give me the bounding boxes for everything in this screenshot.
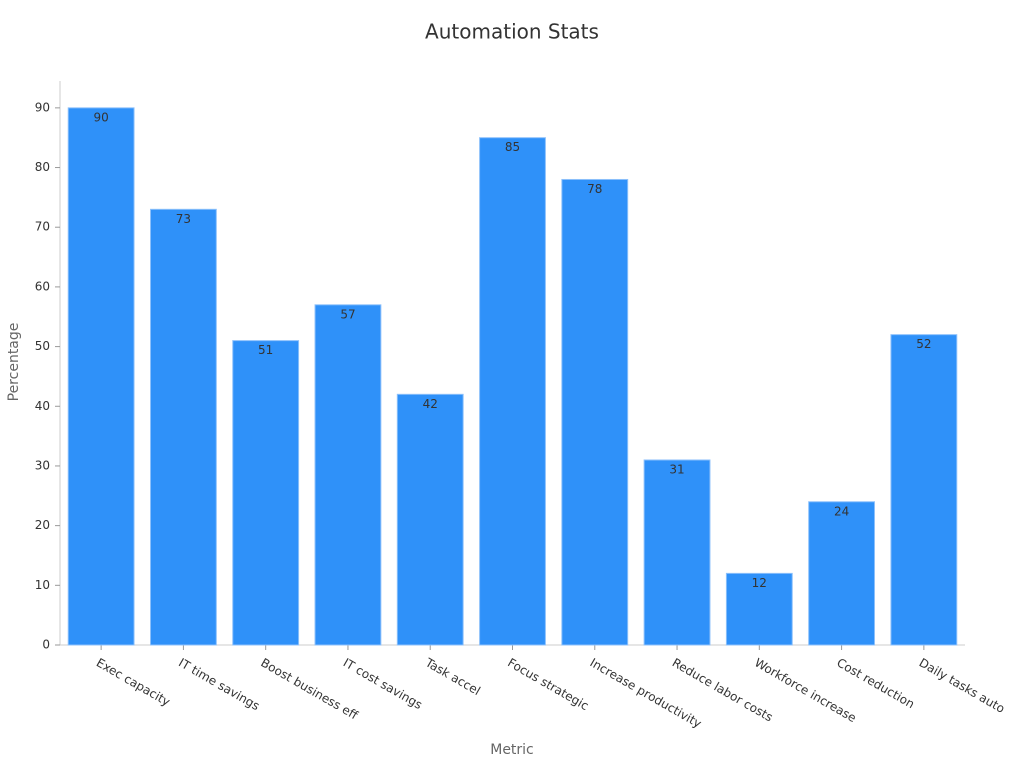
x-tick-label: IT time savings	[176, 656, 262, 714]
value-label: 52	[916, 337, 931, 351]
bar	[561, 178, 629, 646]
x-tick-label: Cost reduction	[834, 656, 917, 712]
y-tick-label: 50	[35, 339, 50, 353]
bar	[232, 340, 300, 646]
value-label: 51	[258, 343, 273, 357]
bar	[150, 208, 217, 646]
bar	[725, 572, 793, 646]
y-tick-label: 20	[35, 518, 50, 532]
y-tick-label: 10	[35, 578, 50, 592]
x-tick-label: Task accel	[422, 655, 483, 698]
y-tick-label: 90	[35, 100, 50, 114]
x-axis-title: Metric	[490, 742, 534, 758]
value-label: 24	[834, 504, 849, 518]
y-tick-label: 0	[42, 638, 50, 652]
bar	[808, 501, 876, 646]
y-tick-label: 30	[35, 458, 50, 472]
x-tick-label: Daily tasks auto	[917, 656, 1008, 716]
value-label: 90	[93, 110, 108, 124]
value-label: 12	[752, 576, 767, 590]
bar	[67, 107, 135, 646]
value-label: 57	[340, 307, 355, 321]
x-tick-label: IT cost savings	[341, 656, 425, 713]
bar	[314, 304, 382, 646]
y-tick-label: 40	[35, 399, 50, 413]
bar	[643, 459, 711, 646]
bar	[396, 393, 464, 646]
x-tick-label: Exec capacity	[94, 656, 173, 710]
value-label: 31	[669, 462, 684, 476]
y-tick-label: 60	[35, 279, 50, 293]
value-label: 42	[423, 397, 438, 411]
y-axis-title: Percentage	[6, 323, 22, 402]
y-tick-label: 70	[35, 220, 50, 234]
value-label: 78	[587, 182, 602, 196]
chart-title: Automation Stats	[425, 20, 599, 44]
y-tick-label: 80	[35, 160, 50, 174]
value-label: 73	[176, 212, 191, 226]
value-label: 85	[505, 140, 520, 154]
x-tick-label: Focus strategic	[505, 656, 591, 714]
bar	[890, 334, 958, 646]
bar	[479, 137, 546, 646]
